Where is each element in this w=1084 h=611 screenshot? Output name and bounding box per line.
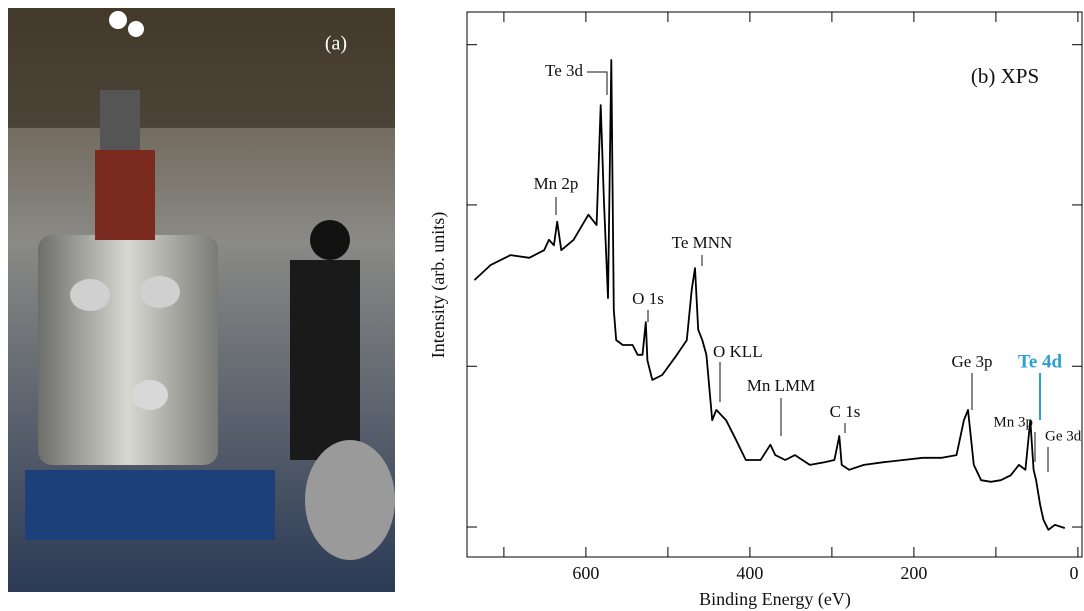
peak-label: Mn 3p <box>993 414 1033 430</box>
x-tick-label: 0 <box>1070 563 1079 583</box>
peak-label: Te 4d <box>1018 351 1063 372</box>
x-axis-label: Binding Energy (eV) <box>699 589 851 610</box>
chart-title: (b) XPS <box>971 64 1039 88</box>
plot-frame <box>466 11 1083 558</box>
x-tick-label: 200 <box>900 563 927 583</box>
peak-label: Mn LMM <box>747 376 815 395</box>
leader-line <box>587 71 608 95</box>
peak-label: O 1s <box>632 289 664 308</box>
peak-label: Mn 2p <box>534 174 579 193</box>
photo: (a) <box>8 8 395 592</box>
x-tick-label: 400 <box>736 563 763 583</box>
peak-label: Te MNN <box>672 233 733 252</box>
peak-label: C 1s <box>830 402 861 421</box>
x-tick-label: 600 <box>572 563 599 583</box>
peak-label: O KLL <box>713 342 763 361</box>
y-axis-label: Intensity (arb. units) <box>428 212 449 358</box>
spectrum-line <box>473 59 1066 531</box>
peak-label: Te 3d <box>545 61 583 80</box>
photo-label: (a) <box>325 33 347 55</box>
peak-label: Ge 3p <box>951 352 992 371</box>
peak-label: Ge 3d <box>1045 428 1082 444</box>
